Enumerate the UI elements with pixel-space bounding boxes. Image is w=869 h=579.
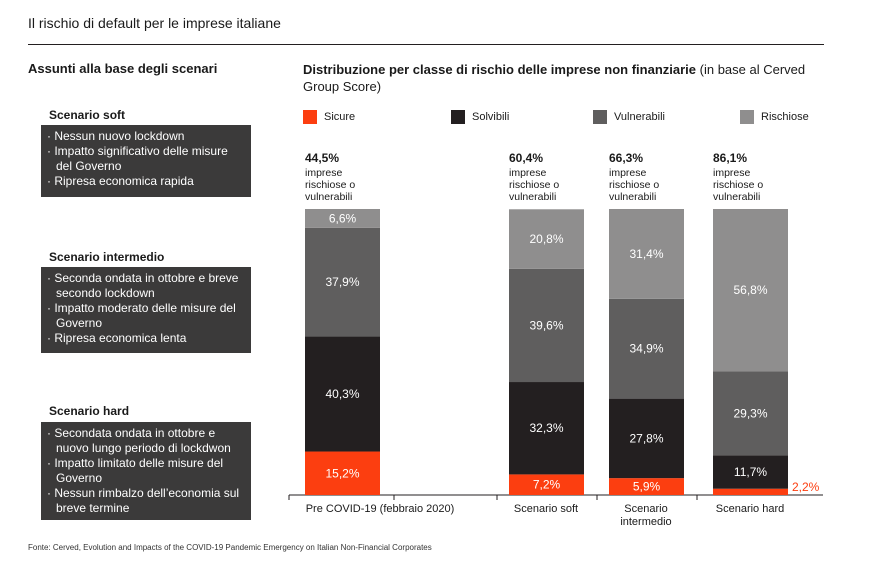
legend-swatch: [593, 110, 607, 124]
data-label: 2,2%: [792, 480, 820, 494]
scenario-hard-bullet: · Impatto limitato delle misure del Gove…: [47, 456, 224, 485]
legend-label: Rischiose: [761, 111, 809, 123]
bar-segment-vulnerabili: [609, 298, 684, 399]
data-label: 37,9%: [325, 275, 359, 289]
header-divider: [28, 44, 824, 45]
data-label: 5,9%: [633, 480, 661, 494]
category-label: Pre COVID-19 (febbraio 2020): [306, 503, 455, 515]
scenario-hard-title: Scenario hard: [49, 404, 130, 418]
bar-segment-sicure: [509, 474, 584, 495]
bar-segment-rischiose: [305, 209, 380, 228]
data-label: 56,8%: [733, 283, 767, 297]
scenario-intermedio-bullet: · Impatto moderato delle misure del Gove…: [47, 301, 236, 330]
bar-segment-vulnerabili: [713, 371, 788, 456]
data-label: 31,4%: [629, 247, 663, 261]
chart-title: Distribuzione per classe di rischio dell…: [303, 61, 823, 95]
category-label: intermedio: [620, 516, 671, 528]
scenario-intermedio-bullet: · Ripresa economica lenta: [47, 331, 187, 345]
bar-segment-sicure: [609, 478, 684, 495]
bar-segment-sicure: [713, 488, 788, 495]
legend-label: Sicure: [324, 111, 356, 123]
bar-segment-rischiose: [609, 209, 684, 299]
data-label: 11,7%: [734, 465, 767, 479]
scenario-hard-box: · Secondata ondata in ottobre e nuovo lu…: [41, 422, 251, 520]
annotation-value: 86,1%: [713, 151, 747, 165]
legend-item-rischiose: Rischiose: [740, 110, 809, 124]
data-label: 40,3%: [325, 387, 359, 401]
annotation-text: vulnerabili: [609, 191, 656, 203]
category-label: Scenario: [624, 503, 667, 515]
scenario-hard-bullet: · Secondata ondata in ottobre e nuovo lu…: [47, 426, 231, 455]
bar-segment-sicure: [305, 451, 380, 495]
bar-segment-solvibili: [713, 455, 788, 489]
annotation-text: rischiose o: [509, 179, 559, 191]
data-label: 7,2%: [533, 478, 561, 492]
chart-title-main: Distribuzione per classe di rischio dell…: [303, 62, 697, 77]
scenario-soft-title: Scenario soft: [49, 108, 126, 122]
legend-item-solvibili: Solvibili: [451, 110, 509, 124]
bar-segment-solvibili: [305, 336, 380, 452]
scenario-soft-bullet: · Impatto significativo delle misure del…: [47, 144, 228, 173]
bar-segment-solvibili: [509, 382, 584, 475]
source-note: Fonte: Cerved, Evolution and Impacts of …: [28, 543, 432, 552]
annotation-text: imprese: [509, 167, 547, 179]
bar-segment-vulnerabili: [305, 227, 380, 337]
scenario-intermedio-title: Scenario intermedio: [49, 250, 165, 264]
legend-swatch: [303, 110, 317, 124]
scenario-soft-bullet: · Ripresa economica rapida: [47, 174, 194, 188]
annotation-text: imprese: [713, 167, 751, 179]
annotation-value: 66,3%: [609, 151, 643, 165]
legend-swatch: [451, 110, 465, 124]
annotation-text: rischiose o: [305, 179, 355, 191]
legend-item-vulnerabili: Vulnerabili: [593, 110, 665, 124]
data-label: 15,2%: [325, 466, 359, 480]
bar-segment-solvibili: [609, 398, 684, 479]
scenario-intermedio-box: · Seconda ondata in ottobre e breve seco…: [41, 267, 251, 353]
annotation-text: rischiose o: [609, 179, 659, 191]
data-label: 34,9%: [629, 342, 663, 356]
chart-subtitle: (in base al Cerved Group Score): [303, 62, 806, 94]
annotation-text: imprese: [609, 167, 647, 179]
data-label: 32,3%: [529, 421, 563, 435]
annotation-value: 60,4%: [509, 151, 543, 165]
legend-swatch: [740, 110, 754, 124]
annotation-text: vulnerabili: [713, 191, 760, 203]
category-label: Scenario soft: [514, 503, 578, 515]
annotation-text: imprese: [305, 167, 343, 179]
legend-label: Vulnerabili: [614, 111, 665, 123]
legend-item-sicure: Sicure: [303, 110, 355, 124]
data-label: 39,6%: [529, 318, 563, 332]
annotation-value: 44,5%: [305, 151, 339, 165]
annotation-text: vulnerabili: [305, 191, 352, 203]
scenario-soft-bullet: · Nessun nuovo lockdown: [47, 129, 185, 143]
page-title: Il rischio di default per le imprese ita…: [28, 15, 281, 31]
scenario-intermedio-bullet: · Seconda ondata in ottobre e breve seco…: [47, 271, 239, 300]
data-label: 27,8%: [629, 431, 663, 445]
bar-segment-rischiose: [713, 209, 788, 372]
bar-segment-vulnerabili: [509, 268, 584, 383]
annotation-text: vulnerabili: [509, 191, 556, 203]
category-label: Scenario hard: [716, 503, 785, 515]
bar-segment-rischiose: [509, 209, 584, 269]
data-label: 20,8%: [529, 232, 563, 246]
data-label: 29,3%: [733, 406, 767, 420]
assumptions-title: Assunti alla base degli scenari: [28, 61, 218, 76]
scenario-hard-bullet: · Nessun rimbalzo dell’economia sul brev…: [47, 486, 240, 515]
annotation-text: rischiose o: [713, 179, 763, 191]
data-label: 6,6%: [329, 211, 357, 225]
legend-label: Solvibili: [472, 111, 510, 123]
scenario-soft-box: · Nessun nuovo lockdown · Impatto signif…: [41, 125, 251, 197]
